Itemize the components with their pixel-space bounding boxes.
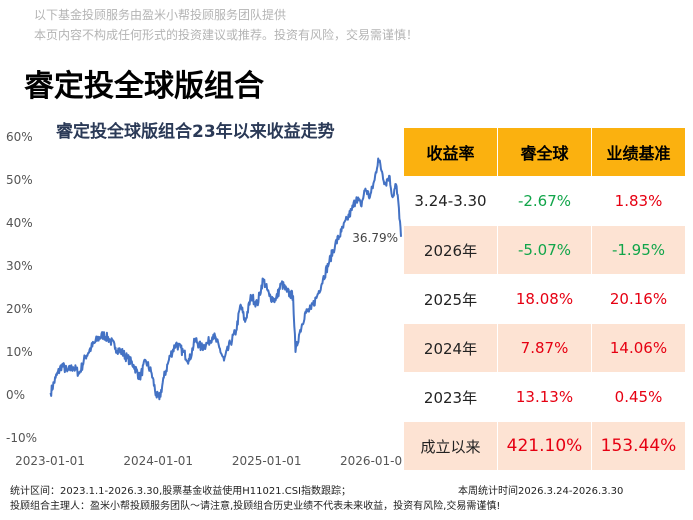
benchmark-return-cell: 0.45%	[591, 372, 686, 422]
x-tick-label: 2025-01-01	[232, 454, 302, 468]
period-cell: 2024年	[403, 323, 498, 373]
period-cell: 成立以来	[403, 421, 498, 471]
benchmark-return-cell: -1.95%	[591, 225, 686, 275]
y-tick-label: 20%	[6, 302, 33, 316]
fund-return-cell: 421.10%	[497, 421, 592, 471]
series-line	[49, 157, 402, 401]
returns-table: 收益率 睿全球 业绩基准 3.24-3.30 -2.67% 1.83% 2026年 -5…	[403, 127, 686, 471]
header-benchmark: 业绩基准	[591, 127, 686, 177]
end-value-label: 36.79%	[352, 231, 398, 245]
fund-return-cell: 7.87%	[497, 323, 592, 373]
footer-line-2: 投顾组合主理人：盈米小帮投顾服务团队～请注意,投顾组合历史业绩不代表未来收益，投…	[10, 501, 501, 512]
y-tick-label: 0%	[6, 388, 25, 402]
table-row: 2026年 -5.07% -1.95%	[403, 225, 686, 275]
table-row: 2024年 7.87% 14.06%	[403, 323, 686, 373]
header-period: 收益率	[403, 127, 498, 177]
benchmark-return-cell: 153.44%	[591, 421, 686, 471]
table-row: 3.24-3.30 -2.67% 1.83%	[403, 176, 686, 226]
table-row: 2023年 13.13% 0.45%	[403, 372, 686, 422]
benchmark-return-cell: 20.16%	[591, 274, 686, 324]
disclaimer-line-1: 以下基金投顾服务由盈米小帮投顾服务团队提供	[34, 8, 287, 22]
fund-return-cell: 13.13%	[497, 372, 592, 422]
y-tick-label: 30%	[6, 259, 33, 273]
x-tick-label: 2026-01-01	[340, 454, 410, 468]
disclaimer-line-2: 本页内容不构成任何形式的投资建议或推荐。投资有风险，交易需谨慎！	[34, 28, 419, 42]
y-tick-label: 50%	[6, 173, 33, 187]
period-cell: 2026年	[403, 225, 498, 275]
period-cell: 2025年	[403, 274, 498, 324]
page-title: 睿定投全球版组合	[24, 69, 264, 104]
period-cell: 3.24-3.30	[403, 176, 498, 226]
y-tick-label: -10%	[6, 431, 37, 445]
benchmark-return-cell: 14.06%	[591, 323, 686, 373]
fund-return-cell: 18.08%	[497, 274, 592, 324]
y-tick-label: 40%	[6, 216, 33, 230]
table-header-row: 收益率 睿全球 业绩基准	[403, 127, 686, 177]
table-row: 2025年 18.08% 20.16%	[403, 274, 686, 324]
period-cell: 2023年	[403, 372, 498, 422]
fund-return-cell: -2.67%	[497, 176, 592, 226]
footer-week-range: 本周统计时间2026.3.24-2026.3.30	[458, 486, 624, 497]
chart-title: 睿定投全球版组合23年以来收益走势	[56, 122, 335, 142]
header-fund: 睿全球	[497, 127, 592, 177]
footer-statistics-range: 统计区间：2023.1.1-2026.3.30,股票基金收益使用H11021.C…	[10, 486, 352, 497]
footer-line-1: 统计区间：2023.1.1-2026.3.30,股票基金收益使用H11021.C…	[10, 482, 623, 497]
x-tick-label: 2024-01-01	[123, 454, 193, 468]
y-tick-label: 60%	[6, 130, 33, 144]
table-row: 成立以来 421.10% 153.44%	[403, 421, 686, 471]
y-tick-label: 10%	[6, 345, 33, 359]
benchmark-return-cell: 1.83%	[591, 176, 686, 226]
x-tick-label: 2023-01-01	[15, 454, 85, 468]
fund-return-cell: -5.07%	[497, 225, 592, 275]
